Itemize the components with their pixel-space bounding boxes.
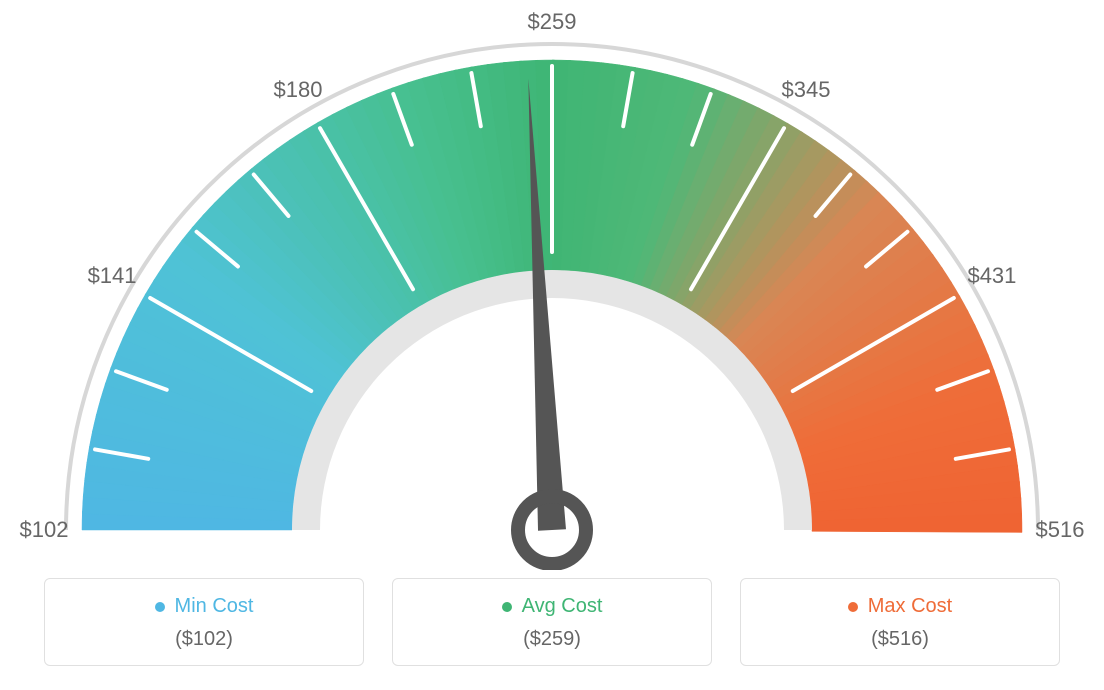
gauge-area: $102 $141 $180 $259 $345 $431 $516 bbox=[0, 0, 1104, 560]
scale-label: $180 bbox=[274, 77, 323, 103]
scale-label: $259 bbox=[528, 9, 577, 35]
scale-label: $516 bbox=[1036, 517, 1085, 543]
legend-title-text: Avg Cost bbox=[522, 595, 603, 618]
legend-title-text: Min Cost bbox=[175, 595, 254, 618]
legend-title: Avg Cost bbox=[502, 595, 603, 618]
scale-label: $345 bbox=[782, 77, 831, 103]
legend-value: ($516) bbox=[751, 628, 1049, 651]
legend-row: Min Cost ($102) Avg Cost ($259) Max Cost ($51… bbox=[0, 578, 1104, 666]
legend-card: Max Cost ($516) bbox=[740, 578, 1060, 666]
legend-card: Avg Cost ($259) bbox=[392, 578, 712, 666]
legend-dot-icon bbox=[155, 602, 165, 612]
legend-value: ($259) bbox=[403, 628, 701, 651]
legend-card: Min Cost ($102) bbox=[44, 578, 364, 666]
gauge-svg bbox=[0, 10, 1104, 570]
legend-title: Min Cost bbox=[155, 595, 254, 618]
legend-title-text: Max Cost bbox=[868, 595, 952, 618]
legend-dot-icon bbox=[848, 602, 858, 612]
scale-label: $102 bbox=[20, 517, 69, 543]
scale-label: $431 bbox=[967, 263, 1016, 289]
legend-value: ($102) bbox=[55, 628, 353, 651]
legend-dot-icon bbox=[502, 602, 512, 612]
legend-title: Max Cost bbox=[848, 595, 952, 618]
scale-label: $141 bbox=[88, 263, 137, 289]
cost-gauge-chart: $102 $141 $180 $259 $345 $431 $516 Min Cost ($1… bbox=[0, 0, 1104, 690]
